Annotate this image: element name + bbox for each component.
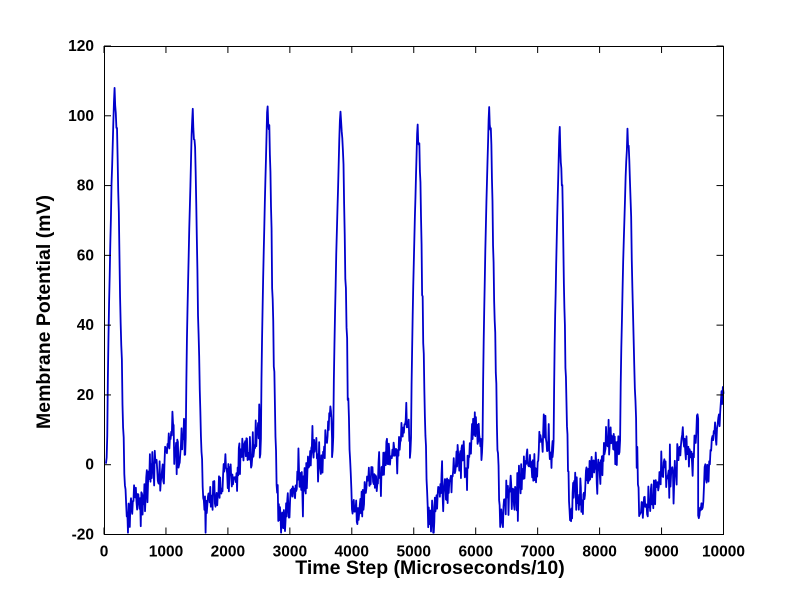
svg-text:100: 100 [68, 108, 94, 125]
svg-text:40: 40 [77, 317, 94, 334]
svg-text:10000: 10000 [702, 544, 745, 561]
svg-text:80: 80 [77, 178, 94, 195]
svg-text:8000: 8000 [582, 544, 616, 561]
svg-text:0: 0 [100, 544, 109, 561]
svg-text:Time Step (Microseconds/10): Time Step (Microseconds/10) [295, 557, 564, 579]
svg-text:0: 0 [85, 457, 94, 474]
svg-text:60: 60 [77, 247, 94, 264]
svg-text:1000: 1000 [149, 544, 183, 561]
svg-text:-20: -20 [72, 527, 94, 544]
svg-text:9000: 9000 [644, 544, 678, 561]
svg-text:Membrane Potential (mV): Membrane Potential (mV) [33, 195, 55, 429]
svg-text:2000: 2000 [211, 544, 245, 561]
svg-text:20: 20 [77, 387, 94, 404]
svg-text:120: 120 [68, 38, 94, 55]
